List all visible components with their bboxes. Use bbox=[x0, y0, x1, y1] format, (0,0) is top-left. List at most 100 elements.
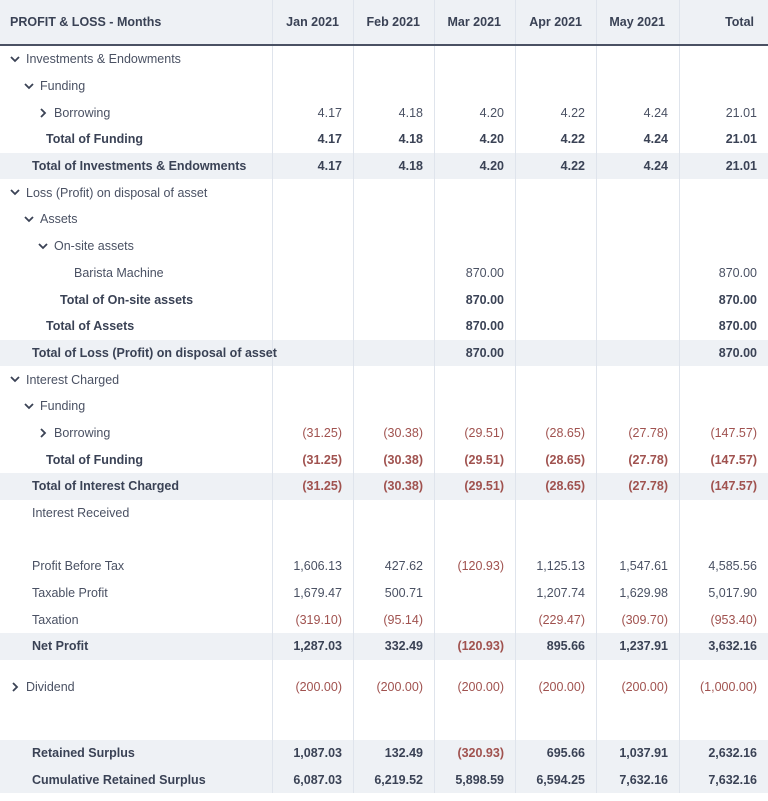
row-label-cell[interactable]: Borrowing bbox=[0, 99, 273, 127]
cell-apr bbox=[516, 179, 597, 207]
row-label-cell[interactable]: Dividend bbox=[0, 659, 273, 714]
table-body: Investments & Endowments Funding Borrowing… bbox=[0, 46, 768, 794]
cell-may bbox=[597, 259, 680, 287]
chevron-down-icon[interactable] bbox=[36, 240, 50, 252]
row-label-cell[interactable]: Investments & Endowments bbox=[0, 46, 273, 73]
cell-apr: 695.66 bbox=[516, 739, 597, 767]
chevron-down-icon[interactable] bbox=[22, 80, 36, 92]
cell-mar: (120.93) bbox=[435, 633, 516, 660]
row-label: Retained Surplus bbox=[32, 746, 135, 761]
table-row: Total of Investments & Endowments 4.17 4.1… bbox=[0, 152, 768, 180]
row-label-cell: Interest Received bbox=[0, 499, 273, 527]
column-header-jan[interactable]: Jan 2021 bbox=[273, 0, 354, 44]
row-label-cell[interactable]: Funding bbox=[0, 72, 273, 100]
cell-mar: 870.00 bbox=[435, 339, 516, 367]
cell-total: (147.57) bbox=[710, 425, 757, 440]
chevron-down-icon[interactable] bbox=[22, 213, 36, 225]
cell-feb bbox=[354, 339, 435, 367]
column-header-mar[interactable]: Mar 2021 bbox=[435, 0, 516, 44]
cell-feb bbox=[354, 526, 435, 554]
row-label-cell: Profit Before Tax bbox=[0, 553, 273, 580]
row-label-cell: Total of Funding bbox=[0, 126, 273, 153]
cell-mar: (29.51) bbox=[435, 419, 516, 447]
cell-apr: (28.65) bbox=[516, 473, 597, 500]
row-label: Taxable Profit bbox=[32, 586, 108, 601]
cell-apr: 895.66 bbox=[516, 633, 597, 660]
column-header-apr[interactable]: Apr 2021 bbox=[516, 0, 597, 44]
row-label-cell: Taxation bbox=[0, 606, 273, 634]
table-row: On-site assets bbox=[0, 232, 768, 260]
row-label: Taxation bbox=[32, 612, 79, 627]
chevron-right-icon[interactable] bbox=[36, 427, 50, 439]
cell-may: 1,037.91 bbox=[597, 739, 680, 767]
column-header-feb[interactable]: Feb 2021 bbox=[354, 0, 435, 44]
column-header-may[interactable]: May 2021 bbox=[597, 0, 680, 44]
cell-jan bbox=[273, 339, 354, 367]
cell-total: 3,632.16 bbox=[708, 639, 757, 654]
cell-mar bbox=[435, 713, 516, 740]
cell-total bbox=[680, 233, 768, 260]
cell-may: (27.78) bbox=[597, 473, 680, 500]
table-row: Loss (Profit) on disposal of asset bbox=[0, 179, 768, 207]
row-label-cell: Taxable Profit bbox=[0, 579, 273, 607]
chevron-down-icon[interactable] bbox=[8, 53, 22, 65]
row-label-cell[interactable]: On-site assets bbox=[0, 232, 273, 260]
cell-feb: 427.62 bbox=[354, 553, 435, 580]
row-label-cell[interactable]: Loss (Profit) on disposal of asset bbox=[0, 179, 273, 207]
cell-jan: 4.17 bbox=[273, 99, 354, 127]
cell-total bbox=[680, 179, 768, 206]
row-label-cell: Barista Machine bbox=[0, 259, 273, 287]
cell-total: 5,017.90 bbox=[708, 586, 757, 601]
cell-feb: (200.00) bbox=[354, 659, 435, 714]
cell-mar: 870.00 bbox=[435, 286, 516, 313]
cell-feb: (30.38) bbox=[354, 419, 435, 447]
cell-mar bbox=[435, 72, 516, 100]
chevron-down-icon[interactable] bbox=[22, 400, 36, 412]
cell-apr bbox=[516, 526, 597, 554]
cell-feb bbox=[354, 46, 435, 73]
cell-jan: (319.10) bbox=[273, 606, 354, 634]
cell-jan: 4.17 bbox=[273, 126, 354, 153]
cell-apr bbox=[516, 206, 597, 233]
cell-apr: 4.22 bbox=[516, 126, 597, 153]
report-title: PROFIT & LOSS - Months bbox=[0, 0, 273, 44]
table-row: Retained Surplus 1,087.03 132.49 (320.93) 69… bbox=[0, 739, 768, 767]
chevron-down-icon[interactable] bbox=[8, 187, 22, 199]
row-label: Total of Funding bbox=[46, 452, 143, 467]
cell-mar: 5,898.59 bbox=[435, 766, 516, 794]
row-label-cell[interactable]: Interest Charged bbox=[0, 366, 273, 393]
row-label-cell: Total of Interest Charged bbox=[0, 473, 273, 500]
row-label-cell[interactable]: Funding bbox=[0, 392, 273, 420]
column-header-total[interactable]: Total bbox=[725, 15, 754, 29]
cell-total bbox=[680, 206, 768, 233]
cell-may: 1,629.98 bbox=[597, 579, 680, 607]
cell-may: 4.24 bbox=[597, 99, 680, 127]
cell-total bbox=[680, 500, 768, 527]
row-label: Funding bbox=[40, 79, 86, 94]
chevron-down-icon[interactable] bbox=[8, 374, 22, 386]
row-label-cell: Retained Surplus bbox=[0, 739, 273, 767]
cell-mar bbox=[435, 499, 516, 527]
row-label-cell[interactable]: Borrowing bbox=[0, 419, 273, 447]
chevron-right-icon[interactable] bbox=[8, 681, 22, 693]
row-label-cell[interactable]: Assets bbox=[0, 206, 273, 233]
table-row: Total of Loss (Profit) on disposal of as… bbox=[0, 339, 768, 367]
cell-may bbox=[597, 72, 680, 100]
cell-mar bbox=[435, 579, 516, 607]
cell-may bbox=[597, 526, 680, 554]
row-label: Total of On-site assets bbox=[60, 292, 194, 307]
cell-mar: 870.00 bbox=[435, 259, 516, 287]
table-row bbox=[0, 526, 768, 554]
cell-may bbox=[597, 499, 680, 527]
chevron-right-icon[interactable] bbox=[36, 107, 50, 119]
row-label: Investments & Endowments bbox=[26, 52, 181, 67]
cell-jan: (200.00) bbox=[273, 659, 354, 714]
table-row: Net Profit 1,287.03 332.49 (120.93) 895.66 1,… bbox=[0, 633, 768, 660]
cell-apr: 4.22 bbox=[516, 99, 597, 127]
table-row: Taxable Profit 1,679.47 500.71 1,207.74 1,62… bbox=[0, 579, 768, 607]
cell-mar: (320.93) bbox=[435, 739, 516, 767]
table-row: Funding bbox=[0, 392, 768, 420]
row-label-cell bbox=[0, 526, 273, 554]
row-label: Cumulative Retained Surplus bbox=[32, 772, 206, 787]
